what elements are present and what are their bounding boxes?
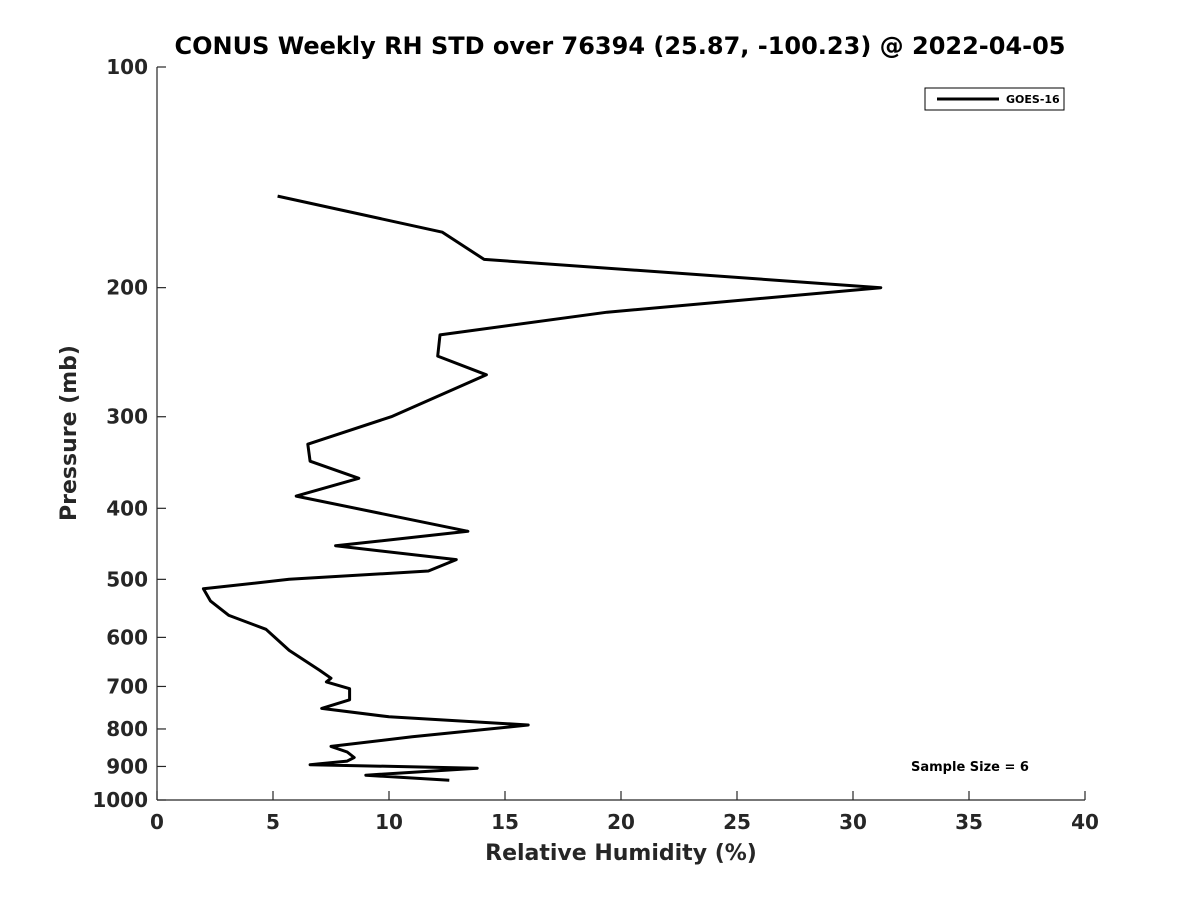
x-tick-label: 35 [955, 810, 983, 834]
y-tick-label: 800 [106, 717, 148, 741]
y-tick-label: 500 [106, 567, 148, 591]
x-tick-label: 0 [150, 810, 164, 834]
x-axis-label: Relative Humidity (%) [485, 841, 757, 866]
chart-title: CONUS Weekly RH STD over 76394 (25.87, -… [174, 32, 1065, 60]
y-tick-label: 700 [106, 674, 148, 698]
y-tick-label: 100 [106, 55, 148, 79]
plot-area: 0 5 10 15 20 25 30 35 40 100 200 300 400 500 600 700 80… [92, 55, 1099, 834]
legend-entry-goes-16: GOES-16 [1006, 93, 1060, 106]
y-tick-label: 400 [106, 496, 148, 520]
x-ticks: 0 5 10 15 20 25 30 35 40 [150, 791, 1099, 834]
y-tick-label: 600 [106, 625, 148, 649]
x-tick-label: 25 [723, 810, 751, 834]
x-tick-label: 40 [1071, 810, 1099, 834]
legend: GOES-16 [924, 87, 1065, 111]
x-tick-label: 5 [266, 810, 280, 834]
x-tick-label: 20 [607, 810, 635, 834]
x-tick-label: 10 [375, 810, 403, 834]
x-tick-label: 15 [491, 810, 519, 834]
x-tick-label: 30 [839, 810, 867, 834]
y-tick-label: 200 [106, 276, 148, 300]
y-tick-label: 300 [106, 405, 148, 429]
y-tick-label: 1000 [92, 788, 148, 812]
y-tick-label: 900 [106, 754, 148, 778]
y-ticks: 100 200 300 400 500 600 700 800 900 1000 [92, 55, 166, 812]
series-line-goes-16 [201, 194, 883, 782]
y-axis-label: Pressure (mb) [57, 345, 82, 521]
sample-size-annotation: Sample Size = 6 [911, 760, 1029, 775]
